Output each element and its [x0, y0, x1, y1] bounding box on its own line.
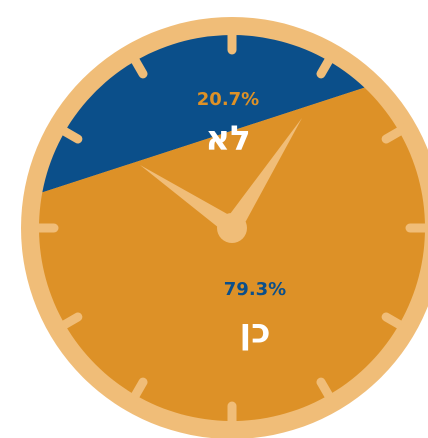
- value-label: 20.7%: [197, 89, 259, 110]
- value-label: 79.3%: [224, 279, 286, 300]
- category-label: כן: [240, 312, 271, 352]
- pie-slice: [38, 87, 426, 421]
- clock-notch: [49, 121, 83, 144]
- clock-notch: [381, 312, 415, 335]
- clock-hand: [140, 165, 238, 232]
- clock-hand: [224, 118, 302, 232]
- category-label: לא: [205, 119, 250, 159]
- pie-slice: [42, 35, 365, 193]
- slices: [38, 35, 426, 421]
- clock-center: [217, 213, 247, 243]
- clock-notch: [125, 45, 148, 79]
- clock-notch: [49, 312, 83, 335]
- clock-notch: [316, 377, 339, 411]
- labels: 20.7% לא 79.3% כן: [197, 89, 286, 352]
- clock-notch: [125, 377, 148, 411]
- clock-notch: [316, 45, 339, 79]
- clock-decor: [22, 18, 428, 438]
- clock-notch: [381, 121, 415, 144]
